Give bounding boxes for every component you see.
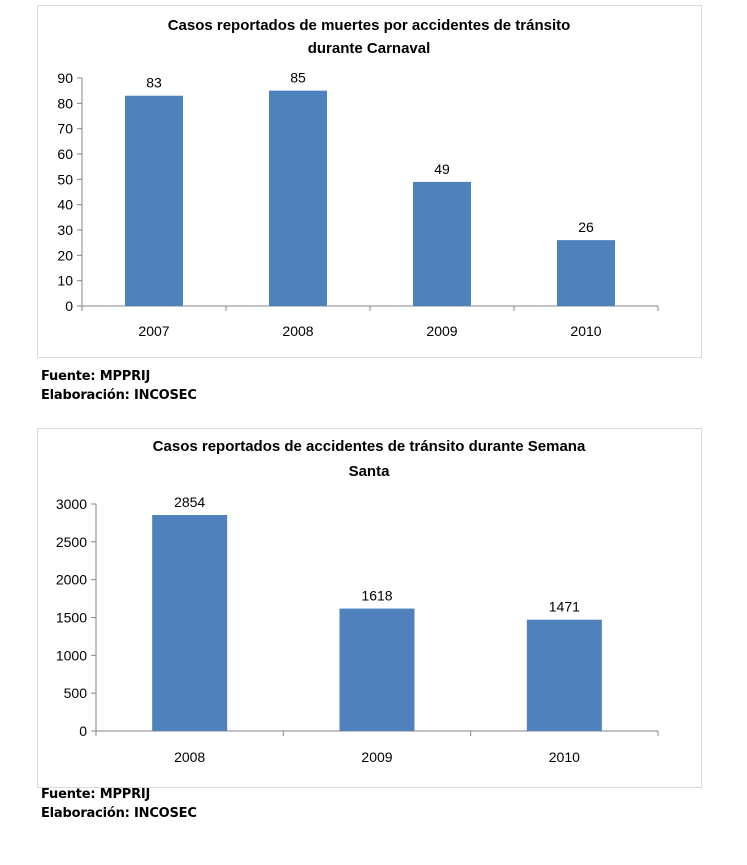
x-tick-label: 2010 [570,323,601,339]
y-tick-label: 90 [57,70,73,86]
y-tick-label: 80 [57,95,73,111]
x-tick-label: 2007 [138,323,169,339]
data-label: 83 [146,75,162,91]
chart-title: Casos reportados de accidentes de tránsi… [153,438,586,455]
bar [269,90,327,307]
y-tick-label: 10 [57,273,73,289]
y-tick-label: 0 [65,298,73,314]
x-tick-label: 2009 [361,749,392,765]
data-label: 49 [434,161,450,177]
y-tick-label: 70 [57,121,73,137]
y-tick-label: 40 [57,197,73,213]
y-tick-label: 0 [79,723,87,739]
x-tick-label: 2009 [426,323,457,339]
bar [526,619,602,731]
data-label: 1471 [549,599,580,615]
bar [125,95,183,306]
chart-title: Casos reportados de muertes por accident… [168,17,571,34]
data-label: 1618 [361,588,392,604]
chart-title: durante Carnaval [308,40,431,57]
bar [413,181,471,306]
elaboration-note-1: Elaboración: INCOSEC [41,388,197,403]
source-note-1: Fuente: MPPRIJ [41,369,151,384]
y-tick-label: 30 [57,222,73,238]
x-tick-label: 2008 [174,749,205,765]
x-tick-label: 2010 [549,749,580,765]
elaboration-note-2: Elaboración: INCOSEC [41,806,197,821]
bar [557,240,615,306]
y-tick-label: 1500 [56,610,87,626]
y-tick-label: 2500 [56,534,87,550]
y-tick-label: 60 [57,146,73,162]
y-tick-label: 2000 [56,572,87,588]
y-tick-label: 20 [57,247,73,263]
chart-semana-santa-svg: Casos reportados de accidentes de tránsi… [56,438,659,765]
chart-title: Santa [349,463,391,480]
data-label: 85 [290,70,306,86]
x-tick-label: 2008 [282,323,313,339]
source-note-2: Fuente: MPPRIJ [41,787,151,802]
chart-carnaval-svg: Casos reportados de muertes por accident… [57,17,659,339]
y-tick-label: 1000 [56,647,87,663]
bar [339,608,415,731]
data-label: 2854 [174,494,205,510]
data-label: 26 [578,219,594,235]
y-tick-label: 500 [64,685,88,701]
chart-carnaval: Casos reportados de muertes por accident… [37,5,702,358]
y-tick-label: 3000 [56,496,87,512]
y-tick-label: 50 [57,171,73,187]
bar [152,515,228,731]
chart-semana-santa: Casos reportados de accidentes de tránsi… [37,428,702,788]
